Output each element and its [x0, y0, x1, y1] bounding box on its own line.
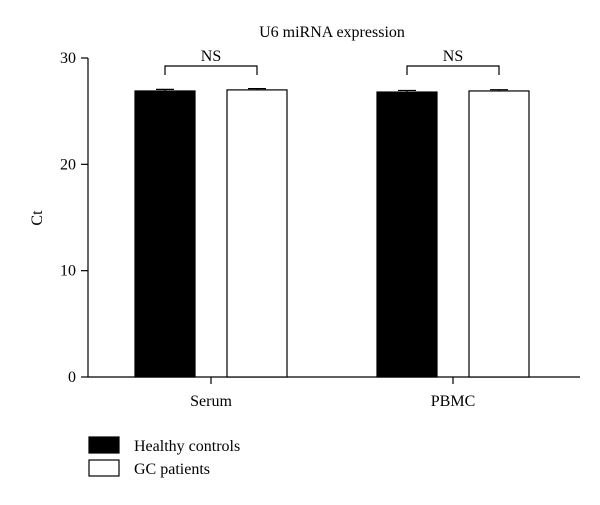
legend-swatch [88, 459, 120, 477]
plot-area: 0 10 20 30 Serum NS PBMC NS [60, 48, 580, 410]
y-axis-label: Ct [29, 210, 46, 226]
chart-title: U6 miRNA expression [259, 24, 405, 41]
bar [468, 90, 530, 378]
x-tick-label: Serum [190, 393, 232, 410]
bar [376, 91, 438, 378]
legend-label: Healthy controls [134, 438, 240, 455]
x-tick-label: PBMC [431, 393, 475, 410]
bar [134, 90, 196, 378]
legend: Healthy controls GC patients [88, 436, 240, 478]
y-tick-label: 20 [60, 156, 76, 173]
significance-label: NS [201, 48, 221, 65]
legend-swatch [88, 436, 120, 454]
y-tick-label: 0 [68, 369, 76, 386]
significance-label: NS [443, 48, 463, 65]
significance-bracket [164, 65, 258, 75]
y-tick-label: 30 [60, 50, 76, 67]
y-tick-label: 10 [60, 263, 76, 280]
significance-bracket [406, 65, 500, 75]
legend-label: GC patients [134, 461, 210, 478]
bar [226, 89, 288, 378]
